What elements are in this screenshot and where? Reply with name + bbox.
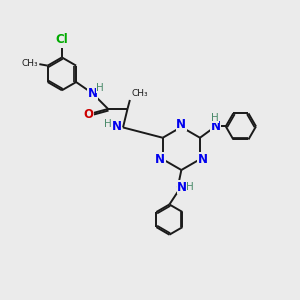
Text: N: N (88, 87, 98, 100)
Text: N: N (198, 153, 208, 166)
Text: CH₃: CH₃ (22, 59, 38, 68)
Text: Cl: Cl (56, 33, 68, 46)
Text: N: N (177, 181, 187, 194)
Text: N: N (111, 120, 122, 134)
Text: O: O (83, 108, 93, 122)
Text: N: N (211, 120, 220, 133)
Text: H: H (211, 113, 219, 123)
Text: N: N (155, 153, 165, 166)
Text: H: H (104, 119, 112, 129)
Text: CH₃: CH₃ (132, 88, 148, 98)
Text: H: H (96, 83, 104, 93)
Text: H: H (186, 182, 194, 192)
Text: N: N (176, 118, 186, 131)
